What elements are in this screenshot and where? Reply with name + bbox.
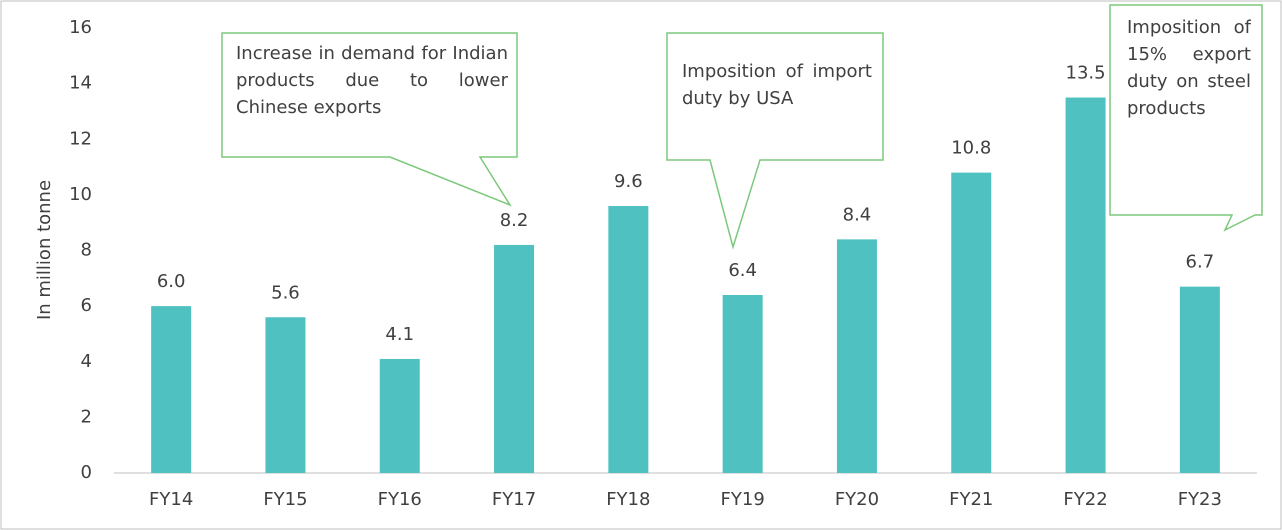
x-tick-label: FY19: [721, 489, 765, 510]
annotation: Imposition of import duty by USA: [682, 61, 872, 109]
x-tick-label: FY21: [949, 489, 993, 510]
y-tick-label: 2: [81, 406, 92, 427]
y-tick-label: 0: [81, 462, 92, 483]
bar: [379, 358, 420, 473]
x-tick-label: FY22: [1063, 489, 1107, 510]
bar: [494, 244, 535, 473]
annotation: Imposition of 15% export duty on steel p…: [1127, 17, 1251, 119]
x-tick-label: FY14: [149, 489, 193, 510]
value-label: 4.1: [385, 324, 414, 345]
x-tick-label: FY15: [263, 489, 307, 510]
x-tick-label: FY16: [378, 489, 422, 510]
value-label: 8.4: [843, 204, 872, 225]
y-tick-label: 16: [69, 17, 92, 38]
bar: [1179, 286, 1220, 473]
y-tick-label: 6: [81, 295, 92, 316]
y-tick-label: 10: [69, 184, 92, 205]
y-tick-label: 8: [81, 240, 92, 261]
bar: [836, 239, 877, 473]
callout-text: Imposition of 15% export duty on steel p…: [1127, 17, 1251, 119]
value-label: 8.2: [500, 210, 529, 231]
x-tick-label: FY20: [835, 489, 879, 510]
x-tick-label: FY18: [606, 489, 650, 510]
y-tick-label: 4: [81, 351, 92, 372]
value-label: 6.0: [157, 271, 186, 292]
annotation: Increase in demand for Indian products d…: [236, 43, 508, 118]
value-label: 10.8: [951, 138, 991, 159]
value-label: 13.5: [1066, 63, 1106, 84]
bar: [265, 317, 306, 473]
y-tick-label: 14: [69, 73, 92, 94]
x-tick-label: FY17: [492, 489, 536, 510]
bar: [1065, 97, 1106, 473]
x-tick-label: FY23: [1178, 489, 1222, 510]
callout: [221, 32, 518, 207]
callout: [666, 32, 884, 250]
y-axis-label: In million tonne: [34, 180, 55, 320]
value-label: 9.6: [614, 171, 643, 192]
bar: [951, 172, 992, 473]
callout: [1109, 4, 1263, 232]
value-label: 5.6: [271, 282, 300, 303]
callout-text: Imposition of import duty by USA: [682, 61, 872, 109]
bar: [722, 295, 763, 473]
y-tick-label: 12: [69, 128, 92, 149]
bar: [151, 306, 192, 473]
value-label: 6.4: [728, 260, 757, 281]
callout-text: Increase in demand for Indian products d…: [236, 43, 508, 118]
bar: [608, 206, 649, 473]
value-label: 6.7: [1186, 252, 1215, 273]
